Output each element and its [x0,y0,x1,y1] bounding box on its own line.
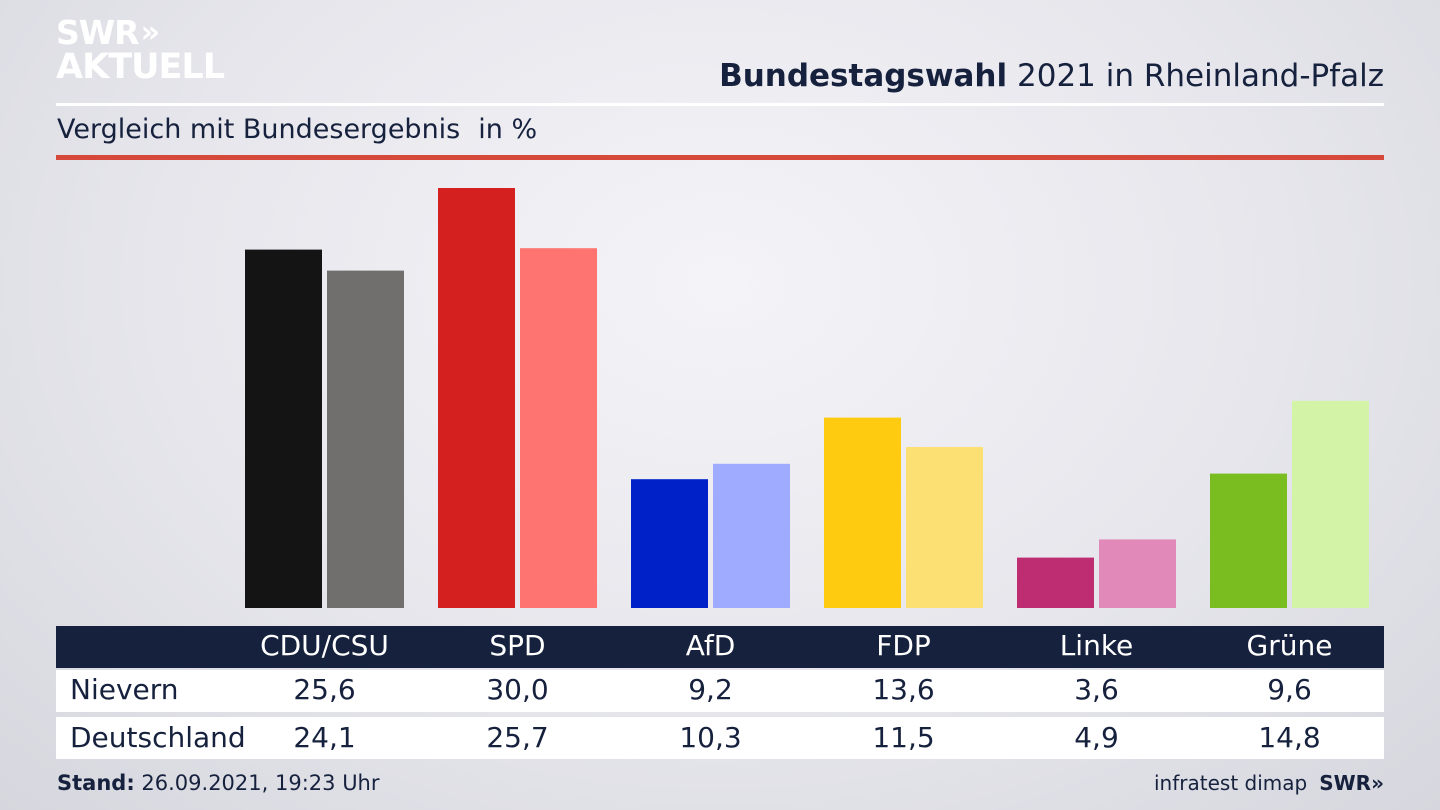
bar-linke-deutschland [1099,539,1176,608]
value-fdp-nievern: 13,6 [872,673,935,706]
value-linke-deutschland: 4,9 [1074,721,1119,754]
footer-stand: Stand: 26.09.2021, 19:23 Uhr [57,771,380,795]
value-afd-nievern: 9,2 [688,673,733,706]
value-spd-nievern: 30,0 [486,673,549,706]
bar-gr-ne-deutschland [1292,400,1369,608]
row-label-nievern: Nievern [70,673,179,706]
stand-value: 26.09.2021, 19:23 Uhr [141,771,380,795]
bar-cdu-csu-deutschland [327,270,404,608]
footer-source: infratest dimap SWR» [1154,771,1384,795]
value-fdp-deutschland: 11,5 [872,721,935,754]
bar-gr-ne-nievern [1210,473,1287,608]
value-afd-deutschland: 10,3 [679,721,742,754]
subtitle-divider [56,155,1384,160]
chart-title-bold: Bundestagswahl [719,58,1008,94]
bar-afd-nievern [631,479,708,608]
category-label-cdu-csu: CDU/CSU [260,629,389,662]
value-cdu-csu-deutschland: 24,1 [293,721,356,754]
bar-afd-deutschland [713,463,790,608]
bar-chart [245,188,1369,608]
bar-fdp-nievern [824,417,901,608]
value-spd-deutschland: 25,7 [486,721,549,754]
chart-title: Bundestagswahl 2021 in Rheinland-Pfalz [719,58,1384,94]
table-row-band-1 [56,670,1384,712]
unit-label: in % [478,114,538,145]
table-header-band [56,626,1384,668]
stand-label: Stand: [57,771,135,795]
category-label-linke: Linke [1059,629,1134,662]
chart-subtitle: Vergleich mit Bundesergebnis in % [57,114,537,145]
value-cdu-csu-nievern: 25,6 [293,673,356,706]
category-label-fdp: FDP [876,629,931,662]
row-label-deutschland: Deutschland [70,721,246,754]
category-label-spd: SPD [489,629,546,662]
value-linke-nievern: 3,6 [1074,673,1119,706]
bar-linke-nievern [1017,557,1094,608]
source-label: infratest dimap [1154,771,1308,795]
table-row-band-2 [56,717,1384,759]
subtitle-text: Vergleich mit Bundesergebnis [57,114,461,145]
bar-spd-nievern [438,188,515,608]
bar-fdp-deutschland [906,447,983,608]
swr-brand-icon: SWR» [1319,771,1384,795]
value-gr-ne-nievern: 9,6 [1267,673,1312,706]
bar-cdu-csu-nievern [245,249,322,608]
logo-aktuell-text: AKTUELL [56,47,225,87]
category-label-afd: AfD [685,629,736,662]
title-divider [56,103,1384,106]
bar-spd-deutschland [520,248,597,608]
category-label-gr-ne: Grüne [1246,629,1333,662]
chart-title-rest: 2021 in Rheinland-Pfalz [1017,58,1384,94]
value-gr-ne-deutschland: 14,8 [1258,721,1321,754]
logo-swr-text: SWR [56,13,140,52]
swr-aktuell-logo: SWR» AKTUELL [56,13,225,87]
